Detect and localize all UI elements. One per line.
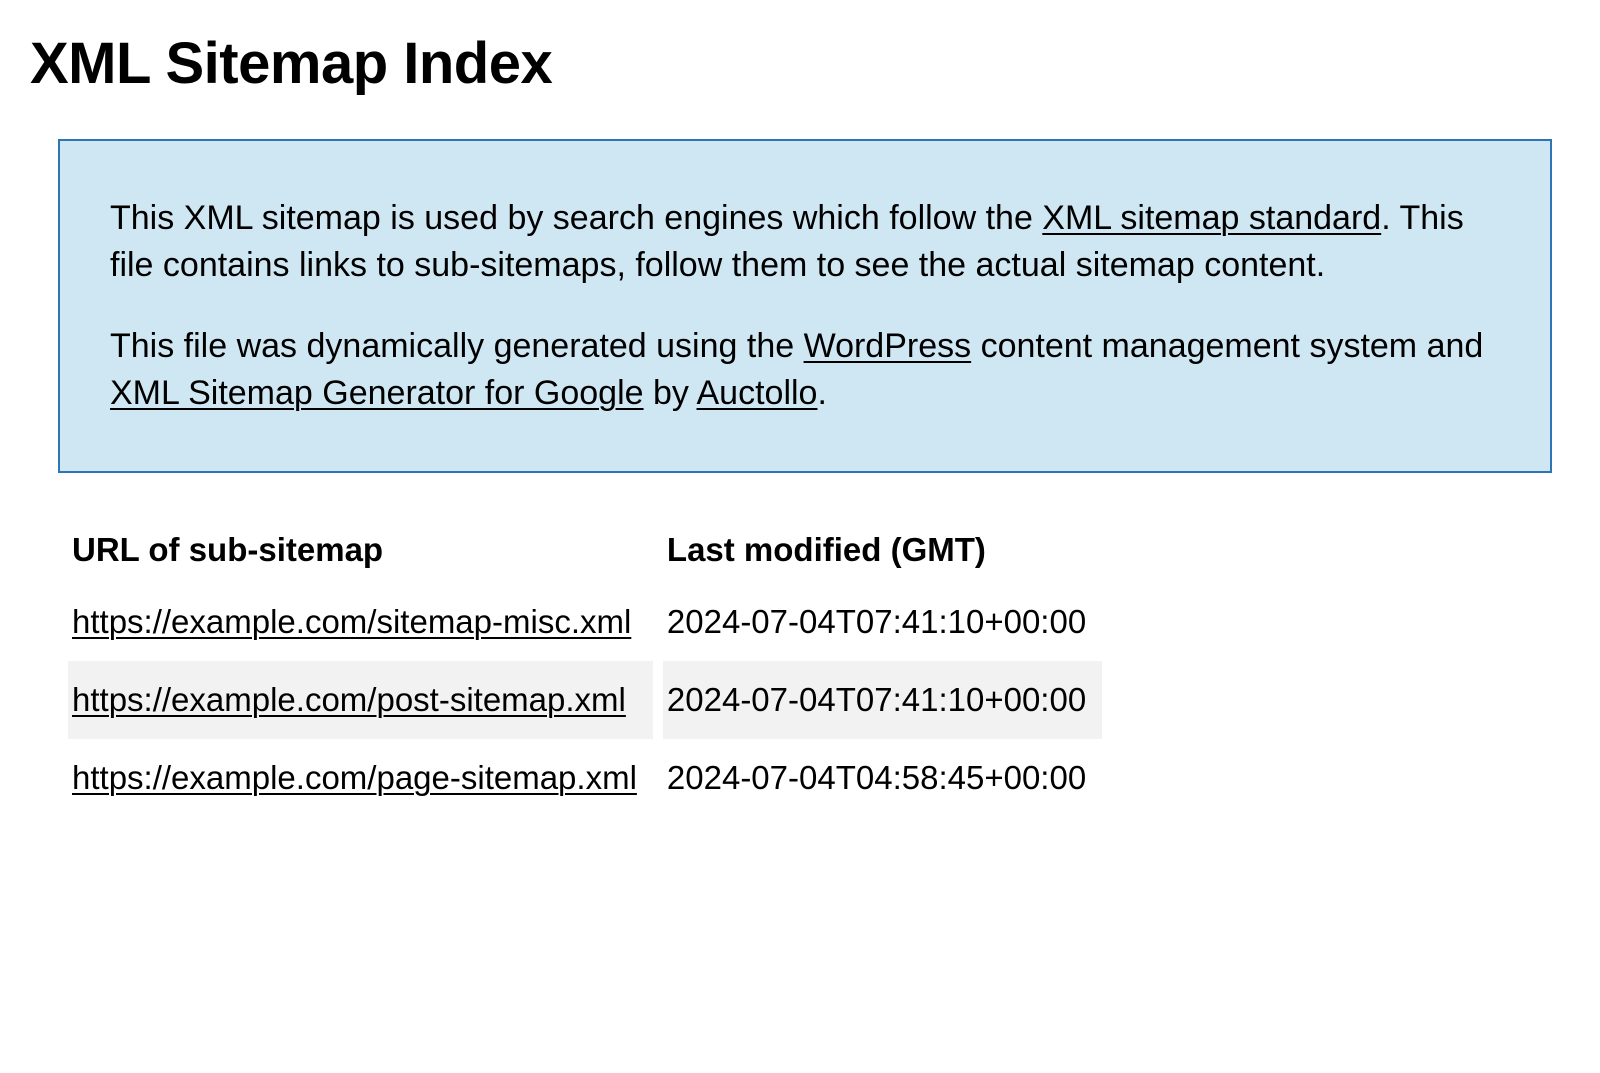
table-row: https://example.com/sitemap-misc.xml 202… [68,583,1102,661]
sitemap-table: URL of sub-sitemap Last modified (GMT) h… [58,517,1112,817]
info-text: content management system and [971,327,1483,365]
info-text: This XML sitemap is used by search engin… [110,199,1042,237]
wordpress-link[interactable]: WordPress [804,327,972,365]
cell-url: https://example.com/post-sitemap.xml [68,661,653,739]
xml-sitemap-standard-link[interactable]: XML sitemap standard [1042,199,1381,237]
table-row: https://example.com/post-sitemap.xml 202… [68,661,1102,739]
column-header-url: URL of sub-sitemap [68,517,653,583]
info-paragraph-1: This XML sitemap is used by search engin… [110,195,1500,289]
info-text: This file was dynamically generated usin… [110,327,804,365]
cell-url: https://example.com/page-sitemap.xml [68,739,653,817]
info-paragraph-2: This file was dynamically generated usin… [110,323,1500,417]
info-text: . [817,374,826,412]
cell-modified: 2024-07-04T04:58:45+00:00 [663,739,1102,817]
cell-modified: 2024-07-04T07:41:10+00:00 [663,583,1102,661]
sub-sitemap-link[interactable]: https://example.com/sitemap-misc.xml [72,603,631,640]
sub-sitemap-link[interactable]: https://example.com/post-sitemap.xml [72,681,626,718]
table-row: https://example.com/page-sitemap.xml 202… [68,739,1102,817]
column-header-modified: Last modified (GMT) [663,517,1102,583]
info-text: by [644,374,697,412]
xml-sitemap-generator-link[interactable]: XML Sitemap Generator for Google [110,374,644,412]
sub-sitemap-link[interactable]: https://example.com/page-sitemap.xml [72,759,637,796]
fade-overlay [0,953,1600,1073]
cell-modified: 2024-07-04T07:41:10+00:00 [663,661,1102,739]
auctollo-link[interactable]: Auctollo [697,374,818,412]
cell-url: https://example.com/sitemap-misc.xml [68,583,653,661]
page-title: XML Sitemap Index [30,30,1570,97]
table-header-row: URL of sub-sitemap Last modified (GMT) [68,517,1102,583]
info-box: This XML sitemap is used by search engin… [58,139,1552,473]
